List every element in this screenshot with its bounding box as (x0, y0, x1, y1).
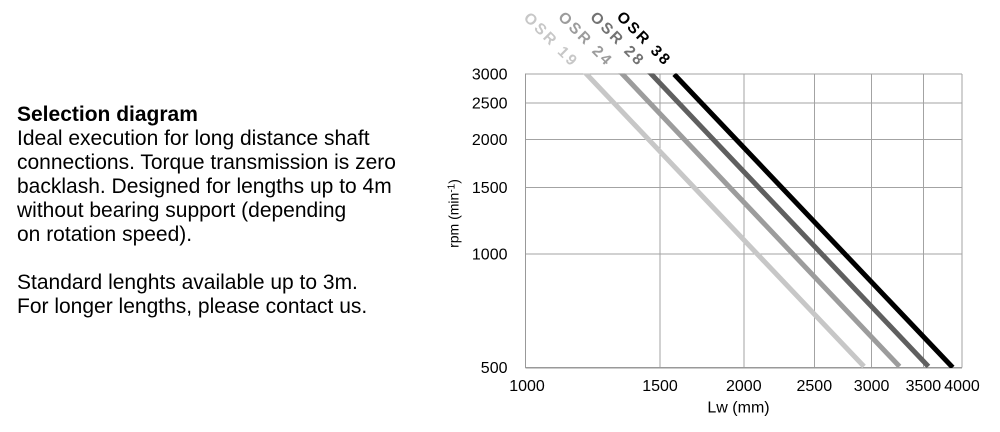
svg-text:3000: 3000 (472, 66, 508, 83)
svg-text:Lw (mm): Lw (mm) (707, 400, 769, 417)
svg-text:2000: 2000 (726, 378, 762, 395)
svg-text:1000: 1000 (472, 246, 508, 263)
svg-text:500: 500 (481, 360, 508, 377)
svg-text:2500: 2500 (472, 96, 508, 113)
svg-text:3000: 3000 (854, 378, 890, 395)
svg-text:1500: 1500 (642, 378, 678, 395)
svg-text:2500: 2500 (797, 378, 833, 395)
svg-text:2000: 2000 (472, 132, 508, 149)
svg-text:1000: 1000 (509, 378, 545, 395)
svg-text:4000: 4000 (944, 378, 980, 395)
svg-text:1500: 1500 (472, 180, 508, 197)
svg-text:rpm (min-1): rpm (min-1) (446, 179, 462, 248)
svg-text:3500: 3500 (906, 378, 942, 395)
